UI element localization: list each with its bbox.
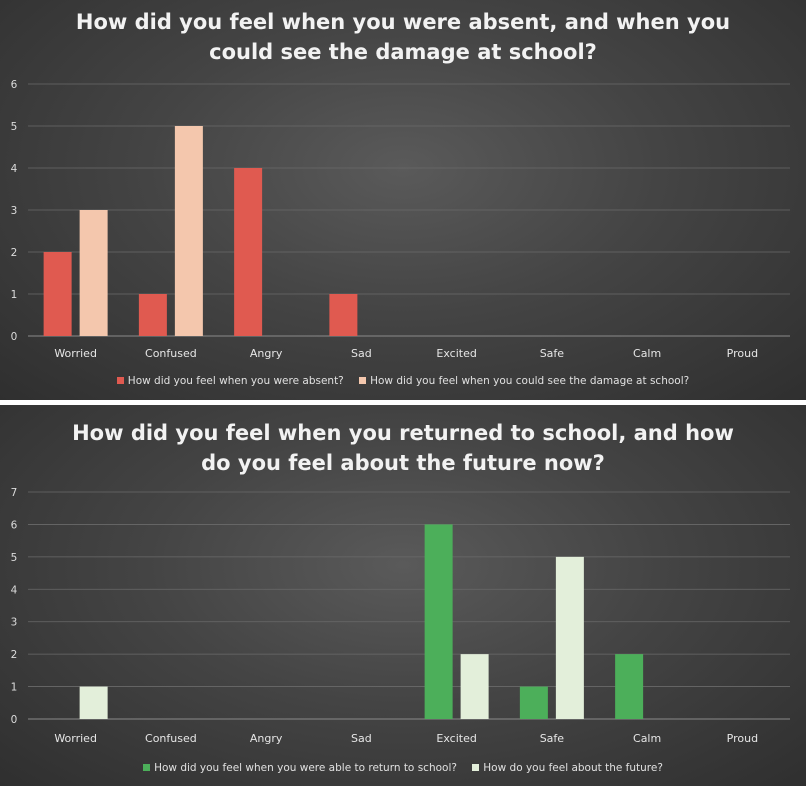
x-tick-label: Confused	[145, 347, 197, 360]
x-tick-label: Calm	[633, 347, 661, 360]
bar	[424, 524, 453, 719]
y-tick-label: 3	[11, 617, 18, 629]
x-tick-label: Proud	[727, 347, 758, 360]
x-tick-label: Excited	[436, 347, 476, 360]
bar	[79, 686, 108, 719]
legend-swatch	[143, 764, 151, 771]
x-tick-label: Calm	[633, 732, 661, 745]
bar	[138, 294, 167, 336]
legend-label: How did you feel when you could see the …	[370, 375, 690, 387]
x-tick-label: Excited	[436, 732, 476, 745]
y-tick-label: 0	[11, 331, 18, 343]
legend-swatch	[359, 377, 367, 384]
chart-title: How did you feel when you were absent, a…	[0, 7, 806, 67]
y-tick-label: 1	[11, 682, 18, 694]
x-tick-label: Angry	[250, 732, 283, 745]
chart-title-line: How did you feel when you returned to sc…	[72, 421, 734, 445]
bar-chart: 0 1 2 3 4 5 6 Worried Confused Angry Sad Excited Saf…	[11, 79, 790, 360]
y-tick-label: 5	[11, 121, 18, 133]
y-tick-label: 2	[11, 649, 18, 661]
y-tick-label: 3	[11, 205, 18, 217]
chart-legend: How did you feel when you were absent? H…	[0, 375, 806, 387]
legend-item: How did you feel when you could see the …	[359, 375, 689, 387]
x-tick-label: Safe	[540, 732, 565, 745]
chart-panel-top: How did you feel when you were absent, a…	[0, 0, 806, 400]
y-tick-label: 2	[11, 247, 18, 259]
legend-item: How did you feel when you were able to r…	[143, 762, 457, 774]
legend-swatch	[472, 764, 480, 771]
x-tick-label: Angry	[250, 347, 283, 360]
x-tick-label: Safe	[540, 347, 565, 360]
x-tick-label: Worried	[54, 347, 97, 360]
y-tick-label: 0	[11, 714, 18, 726]
bar	[234, 168, 263, 336]
x-tick-label: Sad	[351, 732, 372, 745]
chart-title: How did you feel when you returned to sc…	[0, 418, 806, 478]
y-tick-label: 6	[11, 519, 18, 531]
legend-label: How did you feel when you were able to r…	[154, 762, 457, 774]
y-tick-label: 1	[11, 289, 18, 301]
bar	[329, 294, 358, 336]
y-tick-label: 7	[11, 487, 18, 499]
bar-chart: 0 1 2 3 4 5 6 7 Worried Confused Angry Sad Excited Sa…	[11, 487, 790, 745]
bar	[79, 210, 108, 336]
y-tick-label: 6	[11, 79, 18, 91]
x-tick-label: Worried	[54, 732, 97, 745]
legend-label: How did you feel when you were absent?	[127, 375, 344, 387]
y-tick-label: 5	[11, 552, 18, 564]
chart-title-line: do you feel about the future now?	[201, 451, 605, 475]
bar	[555, 556, 584, 719]
legend-item: How do you feel about the future?	[472, 762, 663, 774]
bar	[174, 126, 203, 336]
y-tick-label: 4	[11, 163, 18, 175]
bar	[43, 252, 72, 336]
bar	[519, 686, 548, 719]
y-tick-label: 4	[11, 584, 18, 596]
chart-panel-bottom: How did you feel when you returned to sc…	[0, 405, 806, 786]
chart-title-line: could see the damage at school?	[209, 40, 597, 64]
legend-swatch	[116, 377, 124, 384]
legend-label: How do you feel about the future?	[483, 762, 663, 774]
x-tick-label: Sad	[351, 347, 372, 360]
legend-item: How did you feel when you were absent?	[116, 375, 344, 387]
chart-legend: How did you feel when you were able to r…	[0, 762, 806, 774]
chart-title-line: How did you feel when you were absent, a…	[75, 10, 731, 34]
x-tick-label: Confused	[145, 732, 197, 745]
bar	[460, 654, 489, 719]
x-tick-label: Proud	[727, 732, 758, 745]
bar	[615, 654, 644, 719]
